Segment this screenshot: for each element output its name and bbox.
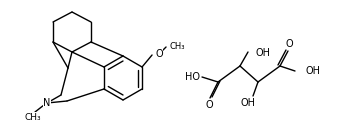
Text: OH: OH [305,66,320,76]
Text: O: O [155,49,163,59]
Text: O: O [205,100,213,110]
Text: OH: OH [256,48,271,58]
Text: CH₃: CH₃ [25,112,41,122]
Text: O: O [285,39,293,49]
Text: OH: OH [240,98,256,108]
Text: N: N [43,98,51,108]
Text: HO: HO [186,72,201,82]
Text: CH₃: CH₃ [169,42,185,51]
